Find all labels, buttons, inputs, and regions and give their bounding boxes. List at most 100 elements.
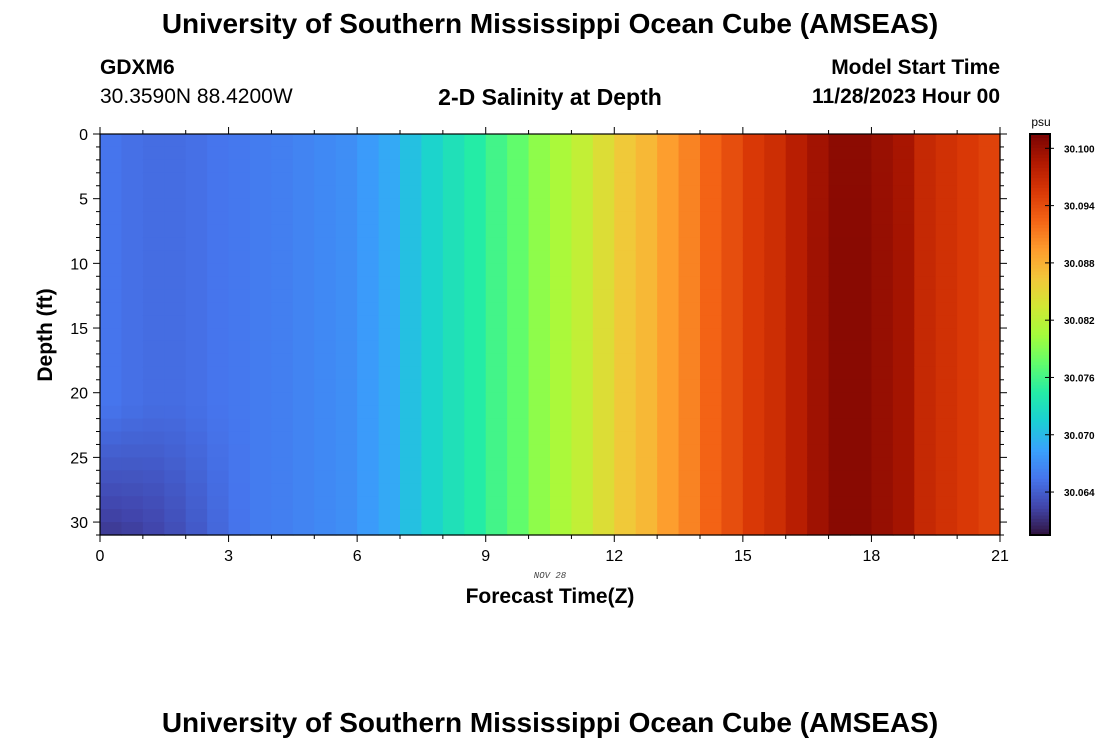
heatmap-cell <box>207 250 230 264</box>
heatmap-cell <box>121 470 144 484</box>
heatmap-cell <box>828 211 851 226</box>
heatmap-cell <box>507 405 530 420</box>
heatmap-cell <box>721 444 744 458</box>
heatmap-cell <box>892 522 915 536</box>
heatmap-cell <box>550 146 573 161</box>
heatmap-cell <box>957 418 980 433</box>
heatmap-cell <box>142 198 165 213</box>
heatmap-cell <box>164 250 187 264</box>
heatmap-cell <box>571 379 594 394</box>
heatmap-cell <box>185 340 208 355</box>
heatmap-cell <box>271 315 294 329</box>
colorbar-segment <box>1030 367 1050 372</box>
heatmap-cell <box>721 392 744 407</box>
colorbar-segment <box>1030 144 1050 148</box>
heatmap-cell <box>121 444 144 458</box>
heatmap-cell <box>850 146 873 161</box>
heatmap-cell <box>678 198 701 213</box>
heatmap-cell <box>957 134 980 148</box>
colorbar-segment <box>1030 531 1050 536</box>
heatmap-cell <box>185 328 208 342</box>
heatmap-cell <box>614 405 637 420</box>
heatmap-cell <box>121 172 144 187</box>
heatmap-cell <box>871 302 894 316</box>
heatmap-cell <box>400 315 423 329</box>
heatmap-cell <box>164 198 187 213</box>
heatmap-cell <box>807 418 830 433</box>
heatmap-cell <box>978 250 1001 264</box>
heatmap-cell <box>185 379 208 394</box>
heatmap-cell <box>614 353 637 368</box>
heatmap-cell <box>357 418 380 433</box>
heatmap-cell <box>357 522 380 536</box>
heatmap-cell <box>957 146 980 161</box>
heatmap-cell <box>335 457 358 471</box>
heatmap-cell <box>764 418 787 433</box>
heatmap-cell <box>614 496 637 510</box>
heatmap-cell <box>464 172 487 187</box>
heatmap-cell <box>742 509 765 523</box>
heatmap-cell <box>614 340 637 355</box>
heatmap-cell <box>378 353 401 368</box>
heatmap-cell <box>507 276 530 290</box>
heatmap-cell <box>592 444 615 458</box>
heatmap-cell <box>700 496 723 510</box>
colorbar-segment <box>1030 444 1050 449</box>
heatmap-cell <box>464 276 487 290</box>
heatmap-cell <box>550 431 573 446</box>
heatmap-cell <box>614 328 637 342</box>
colorbar-segment <box>1030 357 1050 362</box>
heatmap-cell <box>571 250 594 264</box>
colorbar-segment <box>1030 448 1050 453</box>
heatmap-cell <box>528 134 551 148</box>
heatmap-cell <box>100 328 123 342</box>
colorbar-segment <box>1030 454 1050 459</box>
heatmap-cell <box>335 146 358 161</box>
heatmap-cell <box>850 328 873 342</box>
heatmap-cell <box>164 483 187 497</box>
heatmap-cell <box>785 431 808 446</box>
heatmap-cell <box>635 470 658 484</box>
heatmap-cell <box>421 522 444 536</box>
heatmap-cell <box>357 146 380 161</box>
colorbar-segment <box>1030 237 1050 242</box>
heatmap-cell <box>378 315 401 329</box>
heatmap-cell <box>421 366 444 381</box>
heatmap-cell <box>807 379 830 394</box>
heatmap-cell <box>378 263 401 277</box>
heatmap-cell <box>121 315 144 329</box>
colorbar-segment <box>1030 478 1050 483</box>
heatmap-cell <box>314 457 337 471</box>
heatmap-cell <box>164 457 187 471</box>
heatmap-cell <box>614 276 637 290</box>
heatmap-cell <box>550 289 573 303</box>
heatmap-cell <box>400 159 423 174</box>
heatmap-cell <box>592 496 615 510</box>
heatmap-cell <box>764 146 787 161</box>
heatmap-cell <box>592 315 615 329</box>
colorbar-segment <box>1030 344 1050 349</box>
heatmap-cell <box>657 172 680 187</box>
heatmap-cell <box>100 289 123 303</box>
heatmap-cell <box>335 237 358 252</box>
heatmap-cell <box>164 315 187 329</box>
heatmap-cell <box>635 198 658 213</box>
heatmap-cell <box>378 185 401 200</box>
heatmap-cell <box>250 470 273 484</box>
heatmap-cell <box>357 237 380 252</box>
colorbar-segment <box>1030 257 1050 262</box>
heatmap-cell <box>357 159 380 174</box>
heatmap-cell <box>485 353 508 368</box>
heatmap-cell <box>614 431 637 446</box>
heatmap-cell <box>421 302 444 316</box>
heatmap-cell <box>871 172 894 187</box>
heatmap-cell <box>935 496 958 510</box>
heatmap-cell <box>164 185 187 200</box>
heatmap-cell <box>678 379 701 394</box>
heatmap-cell <box>507 185 530 200</box>
heatmap-cell <box>935 522 958 536</box>
heatmap-cell <box>764 276 787 290</box>
heatmap-cell <box>785 509 808 523</box>
heatmap-cell <box>442 159 465 174</box>
heatmap-cell <box>228 522 251 536</box>
